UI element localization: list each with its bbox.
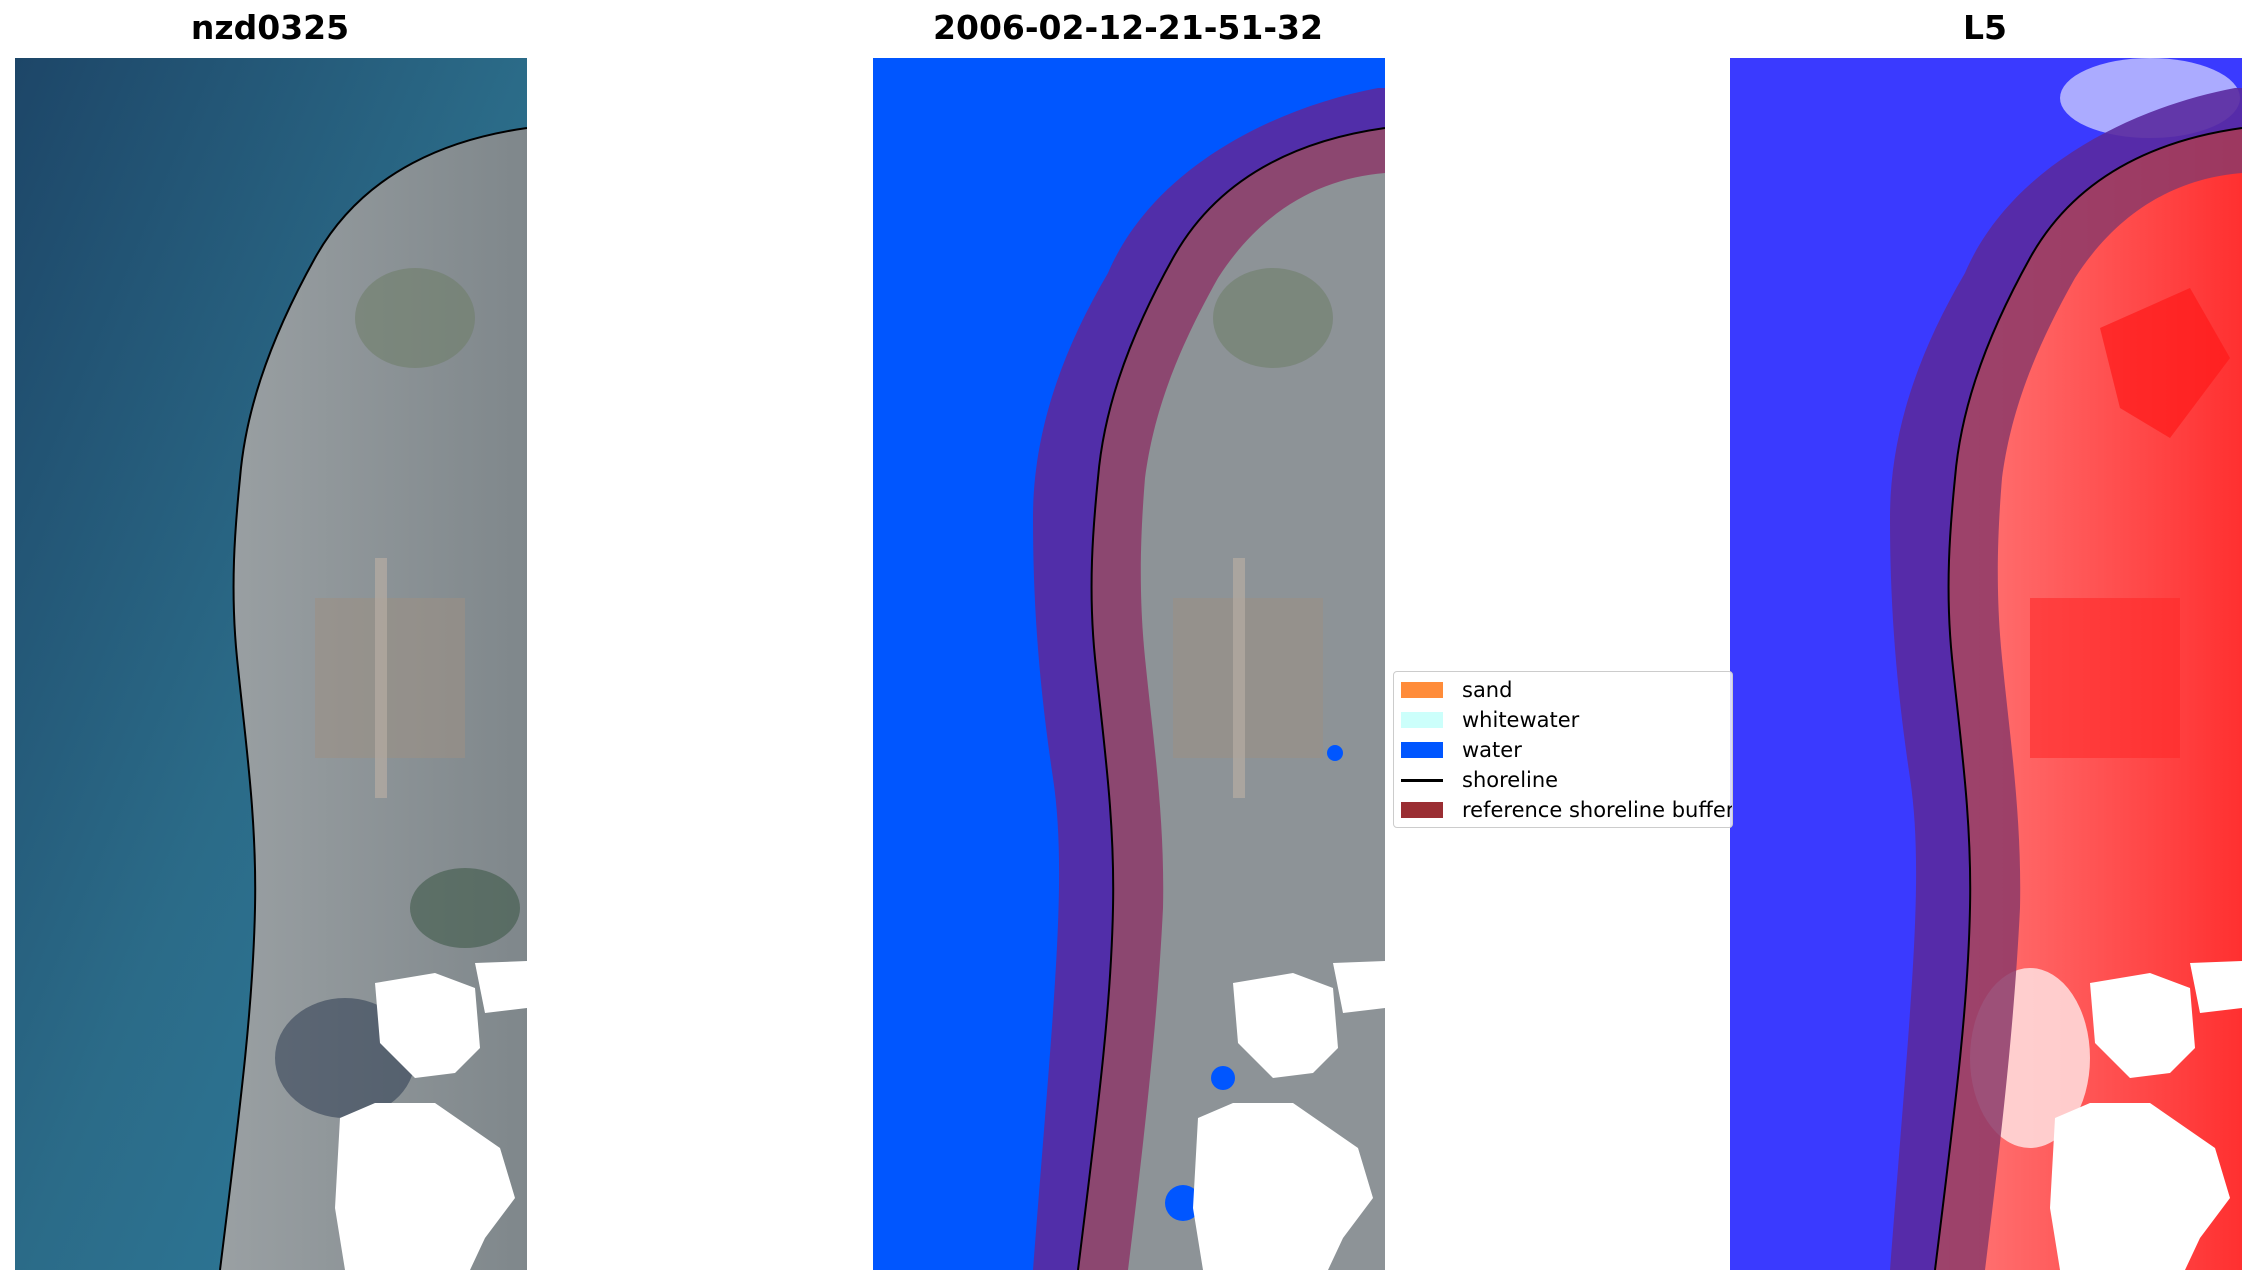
- legend-label-buffer: reference shoreline buffer: [1462, 798, 1733, 822]
- legend-label-sand: sand: [1462, 678, 1513, 702]
- legend-line-shoreline: [1401, 779, 1443, 782]
- legend-swatch-whitewater: [1401, 712, 1443, 728]
- shoreline: [219, 127, 527, 1270]
- cloud-mask-upper: [1233, 973, 1338, 1078]
- classified-image: [873, 58, 1385, 1270]
- vegetation-patch: [410, 868, 520, 948]
- buffer-sea-side: [1890, 88, 2242, 1270]
- legend-swatch-water: [1401, 742, 1443, 758]
- legend-label-whitewater: whitewater: [1462, 708, 1580, 732]
- index-image: [1730, 58, 2242, 1270]
- panel-title-classified: 2006-02-12-21-51-32: [933, 8, 1323, 47]
- runway: [375, 558, 387, 798]
- cloud-mask-corner: [2190, 961, 2242, 1013]
- legend: sand whitewater water shoreline referenc…: [1393, 671, 1733, 828]
- buffer-land-side: [1078, 128, 1385, 1270]
- green-field: [1213, 268, 1333, 368]
- water-patch: [1165, 1185, 1201, 1221]
- cloud-mask-upper: [2090, 973, 2195, 1078]
- cloud-mask-upper: [375, 973, 480, 1078]
- airport-area: [2030, 598, 2180, 758]
- high-index-area: [2100, 288, 2230, 438]
- runway: [1233, 558, 1245, 798]
- airport-area: [1173, 598, 1323, 758]
- airport-area: [315, 598, 465, 758]
- cloud-mask-corner: [475, 961, 527, 1013]
- rgb-image-panel: [15, 58, 527, 1270]
- buffer-sea-side: [1033, 88, 1385, 1270]
- buffer-land-side: [1935, 128, 2242, 1270]
- legend-label-shoreline: shoreline: [1462, 768, 1559, 792]
- cloud-mask-lower: [2050, 1103, 2230, 1270]
- panel-title-index: L5: [1963, 8, 2007, 47]
- legend-swatch-buffer: [1401, 802, 1443, 818]
- index-image-panel: [1730, 58, 2242, 1270]
- cloud-mask-lower: [335, 1103, 515, 1270]
- legend-label-water: water: [1462, 738, 1522, 762]
- legend-swatch-sand: [1401, 682, 1443, 698]
- shoreline: [1077, 127, 1385, 1270]
- cloud-mask-corner: [1333, 961, 1385, 1013]
- shoreline: [1934, 127, 2242, 1270]
- rgb-image: [15, 58, 527, 1270]
- panel-title-rgb: nzd0325: [190, 8, 350, 47]
- water-patch: [1327, 745, 1343, 761]
- classified-image-panel: [873, 58, 1385, 1270]
- water-patch: [1211, 1066, 1235, 1090]
- cloud-mask-lower: [1193, 1103, 1373, 1270]
- green-field: [355, 268, 475, 368]
